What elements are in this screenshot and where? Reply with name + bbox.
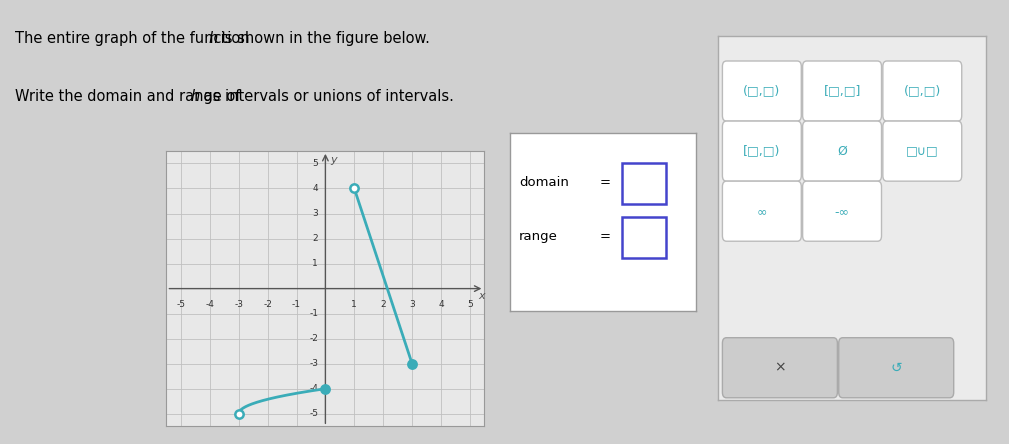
Text: 3: 3 <box>410 300 415 309</box>
Text: h: h <box>208 31 218 46</box>
Text: 5: 5 <box>313 159 318 168</box>
FancyBboxPatch shape <box>883 61 962 121</box>
Text: -2: -2 <box>310 334 318 343</box>
Text: -1: -1 <box>292 300 301 309</box>
Text: Write the domain and range of: Write the domain and range of <box>15 89 245 104</box>
FancyBboxPatch shape <box>722 181 801 241</box>
Text: -4: -4 <box>206 300 214 309</box>
Bar <box>622 217 666 258</box>
Text: -5: -5 <box>309 409 318 418</box>
Text: x: x <box>478 291 484 301</box>
FancyBboxPatch shape <box>722 338 837 398</box>
Text: 4: 4 <box>313 184 318 193</box>
Text: ∞: ∞ <box>757 205 767 218</box>
FancyBboxPatch shape <box>802 181 882 241</box>
Text: h: h <box>191 89 200 104</box>
Text: -∞: -∞ <box>834 205 850 218</box>
Text: 1: 1 <box>313 259 318 268</box>
Text: =: = <box>599 230 610 243</box>
Text: -1: -1 <box>309 309 318 318</box>
FancyBboxPatch shape <box>802 61 882 121</box>
Text: range: range <box>519 230 558 243</box>
Text: ↺: ↺ <box>890 361 902 375</box>
Text: 5: 5 <box>467 300 473 309</box>
Text: =: = <box>599 176 610 190</box>
FancyBboxPatch shape <box>722 61 801 121</box>
Text: 2: 2 <box>380 300 386 309</box>
Text: y: y <box>331 155 337 165</box>
Text: Ø: Ø <box>837 145 847 158</box>
Text: is shown in the figure below.: is shown in the figure below. <box>216 31 430 46</box>
Text: (□,□): (□,□) <box>744 84 781 98</box>
Text: -2: -2 <box>263 300 272 309</box>
Text: [□,□): [□,□) <box>744 145 781 158</box>
FancyBboxPatch shape <box>722 121 801 181</box>
FancyBboxPatch shape <box>883 121 962 181</box>
Text: -3: -3 <box>309 359 318 368</box>
Text: -5: -5 <box>177 300 186 309</box>
Text: -3: -3 <box>234 300 243 309</box>
Text: The entire graph of the function: The entire graph of the function <box>15 31 254 46</box>
Text: as intervals or unions of intervals.: as intervals or unions of intervals. <box>199 89 454 104</box>
Bar <box>622 163 666 204</box>
Text: 4: 4 <box>438 300 444 309</box>
Text: 3: 3 <box>313 209 318 218</box>
Text: □∪□: □∪□ <box>906 145 938 158</box>
Text: 2: 2 <box>313 234 318 243</box>
Text: ×: × <box>774 361 786 375</box>
Text: 1: 1 <box>351 300 357 309</box>
Text: domain: domain <box>519 176 569 190</box>
FancyBboxPatch shape <box>838 338 954 398</box>
FancyBboxPatch shape <box>802 121 882 181</box>
Text: (□,□): (□,□) <box>904 84 941 98</box>
Text: -4: -4 <box>310 384 318 393</box>
Text: [□,□]: [□,□] <box>823 84 861 98</box>
